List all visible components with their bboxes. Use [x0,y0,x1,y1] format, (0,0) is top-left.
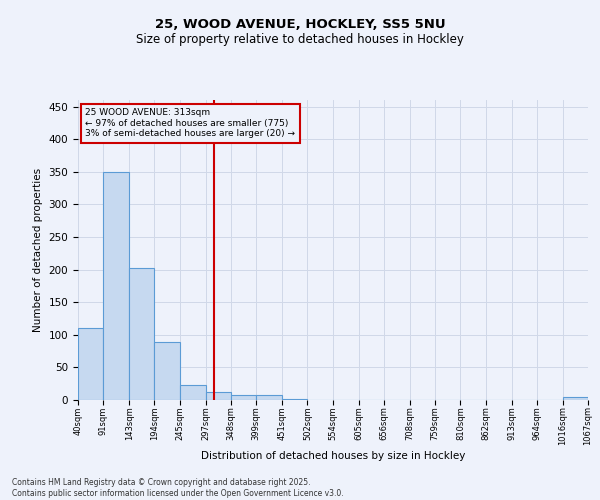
Bar [180,385,206,400]
Bar [231,395,256,400]
X-axis label: Distribution of detached houses by size in Hockley: Distribution of detached houses by size … [201,451,465,461]
Bar [78,328,103,400]
Bar [154,342,180,400]
Bar [256,396,282,400]
Bar [206,392,231,400]
Bar [129,268,154,400]
Text: 25, WOOD AVENUE, HOCKLEY, SS5 5NU: 25, WOOD AVENUE, HOCKLEY, SS5 5NU [155,18,445,30]
Bar [563,398,588,400]
Text: Size of property relative to detached houses in Hockley: Size of property relative to detached ho… [136,32,464,46]
Bar [282,398,307,400]
Y-axis label: Number of detached properties: Number of detached properties [33,168,43,332]
Text: Contains HM Land Registry data © Crown copyright and database right 2025.
Contai: Contains HM Land Registry data © Crown c… [12,478,344,498]
Bar [103,172,129,400]
Text: 25 WOOD AVENUE: 313sqm
← 97% of detached houses are smaller (775)
3% of semi-det: 25 WOOD AVENUE: 313sqm ← 97% of detached… [85,108,295,138]
